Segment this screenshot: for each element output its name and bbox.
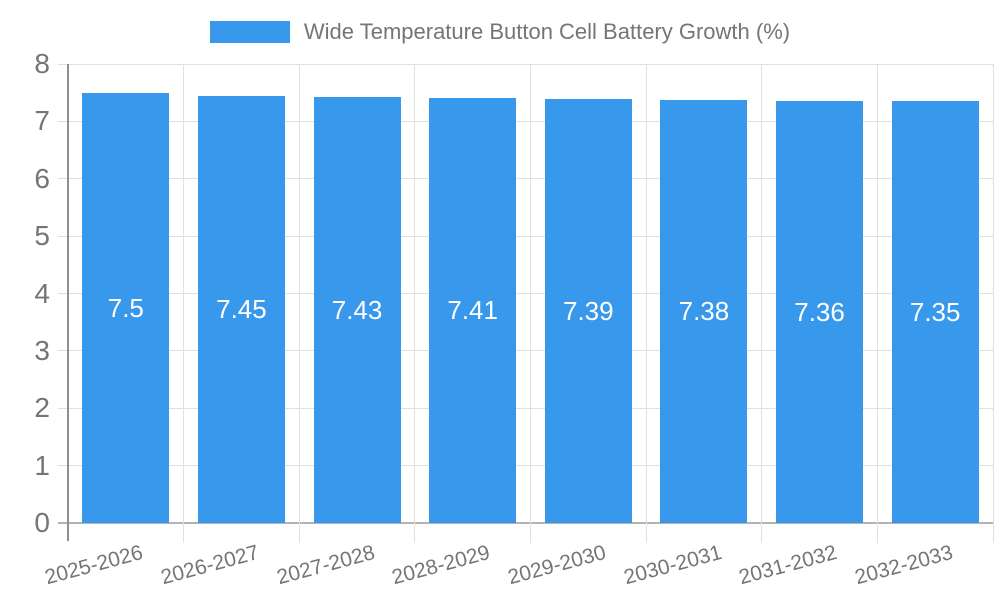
gridline-horizontal <box>58 235 993 237</box>
gridline-vertical <box>298 64 300 543</box>
bar-value-label: 7.39 <box>563 295 614 326</box>
gridline-vertical <box>645 64 647 543</box>
gridline-horizontal <box>58 293 993 294</box>
bar <box>197 95 285 523</box>
bar-value-label: 7.41 <box>447 295 498 326</box>
bar-value-label: 7.45 <box>216 294 267 325</box>
x-axis-tick-label: 2029-2030 <box>505 541 609 590</box>
gridline-horizontal <box>58 178 993 180</box>
bar <box>660 99 748 523</box>
x-axis-tick-label: 2031-2032 <box>736 541 840 590</box>
gridline-vertical <box>876 64 878 543</box>
y-axis-tick-label: 4 <box>34 277 50 309</box>
gridline-horizontal <box>58 465 993 467</box>
x-axis-tick-label: 2030-2031 <box>620 541 724 590</box>
bar <box>891 101 979 523</box>
legend-label: Wide Temperature Button Cell Battery Gro… <box>303 19 791 44</box>
bar <box>313 96 401 523</box>
x-axis-tick-label: 2025-2026 <box>42 541 146 590</box>
y-axis-tick-label: 5 <box>34 220 50 252</box>
bar <box>776 100 864 523</box>
y-axis-tick-label: 6 <box>34 162 50 194</box>
y-axis-line <box>67 64 69 541</box>
bar-value-label: 7.36 <box>794 296 845 327</box>
gridline-vertical <box>183 64 185 543</box>
gridline-horizontal <box>58 407 993 409</box>
chart-legend: Wide Temperature Button Cell Battery Gro… <box>0 20 1000 44</box>
x-axis-tick-label: 2026-2027 <box>158 541 262 590</box>
gridline-vertical <box>761 64 763 543</box>
x-axis-tick-label: 2032-2033 <box>852 541 956 590</box>
bar-value-label: 7.38 <box>678 296 730 327</box>
y-axis-tick-label: 2 <box>34 392 50 424</box>
bar-value-label: 7.5 <box>107 292 144 323</box>
gridline-horizontal <box>58 63 993 65</box>
bar <box>429 97 517 523</box>
gridline-vertical <box>992 64 994 543</box>
legend-swatch-icon <box>209 21 290 43</box>
bar-value-label: 7.43 <box>331 294 383 325</box>
y-axis-tick-label: 8 <box>34 48 50 79</box>
y-axis-tick-label: 1 <box>34 449 50 481</box>
gridline-horizontal <box>58 120 993 122</box>
gridline-horizontal <box>58 350 993 352</box>
x-axis-tick-label: 2027-2028 <box>274 541 378 590</box>
gridline-vertical <box>530 64 531 543</box>
x-axis-tick-label: 2028-2029 <box>389 541 493 590</box>
y-axis-tick-label: 3 <box>34 334 50 366</box>
x-axis-baseline <box>58 522 993 524</box>
gridline-vertical <box>414 64 416 543</box>
y-axis-tick-label: 7 <box>34 105 50 137</box>
bar-value-label: 7.35 <box>909 297 961 328</box>
bar <box>544 98 632 523</box>
bar <box>82 92 170 523</box>
plot-area: 7.5 7.45 7.43 7.41 7.39 7.38 7.36 7.35 <box>58 63 994 543</box>
y-axis-tick-label: 0 <box>34 507 50 538</box>
